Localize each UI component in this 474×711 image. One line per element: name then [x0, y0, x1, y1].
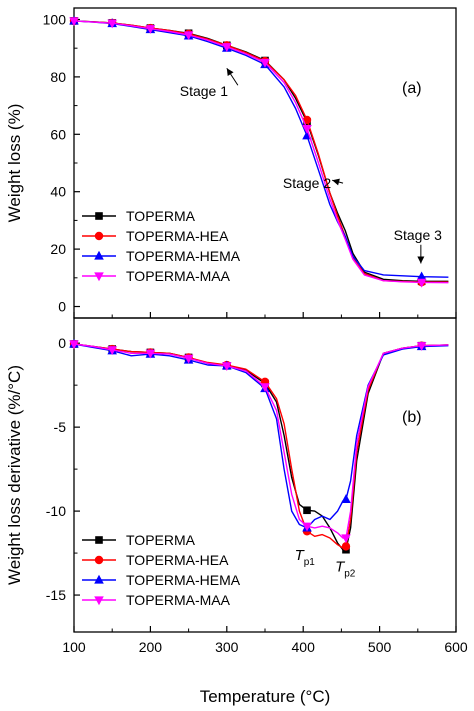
data-point	[416, 271, 427, 281]
legend-item: TOPERMA-HEMA	[82, 572, 241, 588]
data-point	[183, 31, 194, 41]
panel-a-series-toperma	[70, 17, 449, 286]
panel-a-y-tick-label: 20	[50, 241, 66, 257]
panel-b-series-toperma	[70, 340, 449, 554]
panel-b-y-tick-label: -10	[46, 503, 66, 519]
panel-a-series-toperma-maa	[69, 17, 449, 288]
legend-marker	[94, 596, 104, 606]
legend-label: TOPERMA	[126, 532, 196, 548]
data-point	[183, 354, 194, 364]
series-line	[73, 20, 449, 278]
panel-a-y-tick-label: 80	[50, 69, 66, 85]
data-point	[416, 278, 427, 288]
x-axis-label: Temperature (°C)	[200, 687, 331, 706]
legend-marker	[94, 555, 104, 565]
data-point	[145, 25, 156, 34]
legend-item: TOPERMA-HEMA	[82, 248, 241, 264]
panel-b-x-tick-label: 400	[292, 639, 316, 655]
legend-marker	[94, 272, 104, 282]
legend-label: TOPERMA-HEA	[126, 228, 229, 244]
data-point	[222, 43, 232, 52]
panel-b-x-tick-label: 500	[368, 639, 392, 655]
panel-a-y-tick-label: 40	[50, 184, 66, 200]
series-line	[73, 343, 449, 551]
series-line	[73, 343, 449, 539]
legend-item: TOPERMA-MAA	[82, 592, 231, 608]
legend-item: TOPERMA	[82, 532, 196, 548]
data-point	[302, 124, 312, 134]
panel-b-x-tick-label: 200	[139, 639, 163, 655]
stage-1-annotation: Stage 1	[180, 68, 239, 99]
data-point	[416, 342, 427, 351]
legend-item: TOPERMA-HEA	[82, 228, 229, 244]
data-point	[260, 58, 270, 68]
panel-b-tag: (b)	[402, 409, 422, 426]
annotation-label: Stage 3	[394, 227, 442, 243]
annotation-label: Stage 2	[283, 175, 331, 191]
panel-a-y-axis-label: Weight loss (%)	[5, 104, 24, 223]
data-point	[341, 542, 351, 551]
tp1-label: Tp1	[295, 547, 316, 568]
data-point	[69, 17, 79, 27]
legend-marker	[94, 250, 104, 260]
panel-b-y-tick-label: -5	[54, 419, 67, 435]
annotation-arrowhead	[417, 256, 425, 264]
legend-label: TOPERMA-HEMA	[126, 248, 241, 264]
series-line	[73, 343, 449, 549]
data-point	[260, 383, 270, 393]
panel-b-series-toperma-maa	[69, 340, 449, 544]
panel-a-tag: (a)	[402, 80, 422, 97]
data-point	[145, 349, 156, 359]
stage-2-annotation: Stage 2	[283, 175, 344, 191]
data-point	[302, 115, 312, 125]
data-point	[107, 346, 117, 356]
legend-label: TOPERMA	[126, 208, 196, 224]
legend-label: TOPERMA-MAA	[126, 268, 231, 284]
panel-b-series-toperma-hema	[69, 338, 449, 532]
data-point	[341, 534, 351, 544]
legend-item: TOPERMA-MAA	[82, 268, 231, 284]
legend-marker	[94, 574, 104, 584]
stage-3-annotation: Stage 3	[394, 227, 442, 264]
panel-a-y-tick-label: 60	[50, 126, 66, 142]
panel-a-y-tick-label: 0	[58, 299, 66, 315]
tp2-label: Tp2	[335, 559, 356, 580]
panel-b-series-toperma-hea	[69, 339, 449, 551]
data-point	[107, 19, 117, 29]
panel-b-x-tick-label: 300	[215, 639, 239, 655]
data-point	[69, 340, 79, 350]
data-point	[341, 494, 351, 503]
data-point	[303, 506, 311, 515]
legend-label: TOPERMA-HEMA	[126, 572, 241, 588]
legend-marker	[95, 536, 103, 544]
legend-marker	[95, 212, 103, 220]
legend-label: TOPERMA-HEA	[126, 552, 229, 568]
panel-b-weight-loss-derivative: 0 -5 -10 -15 Weight loss derivative (%/°C) TO…	[5, 317, 468, 706]
panel-b-y-axis-label: Weight loss derivative (%/°C)	[5, 365, 24, 585]
data-point	[222, 362, 232, 372]
data-point	[302, 522, 312, 532]
panel-b-y-tick-label: 0	[58, 335, 66, 351]
series-line	[73, 20, 449, 284]
legend-item: TOPERMA-HEA	[82, 552, 229, 568]
annotation-arrowhead	[226, 68, 234, 77]
panel-b-legend: TOPERMA TOPERMA-HEA TOPERMA-HEMA TOPERMA-MA…	[82, 532, 241, 608]
legend-label: TOPERMA-MAA	[126, 592, 231, 608]
annotation-label: Stage 1	[180, 83, 228, 99]
legend-marker	[94, 231, 104, 241]
annotation-arrowhead	[332, 178, 340, 186]
panel-b-x-tick-label: 100	[62, 639, 86, 655]
panel-b-x-tick-label: 600	[444, 639, 468, 655]
panel-b-y-tick-label: -15	[46, 587, 66, 603]
panel-a-legend: TOPERMA TOPERMA-HEA TOPERMA-HEMA TOPERMA-MA…	[82, 208, 241, 284]
series-line	[73, 343, 449, 529]
panel-a-y-tick-label: 100	[43, 11, 67, 27]
legend-item: TOPERMA	[82, 208, 196, 224]
